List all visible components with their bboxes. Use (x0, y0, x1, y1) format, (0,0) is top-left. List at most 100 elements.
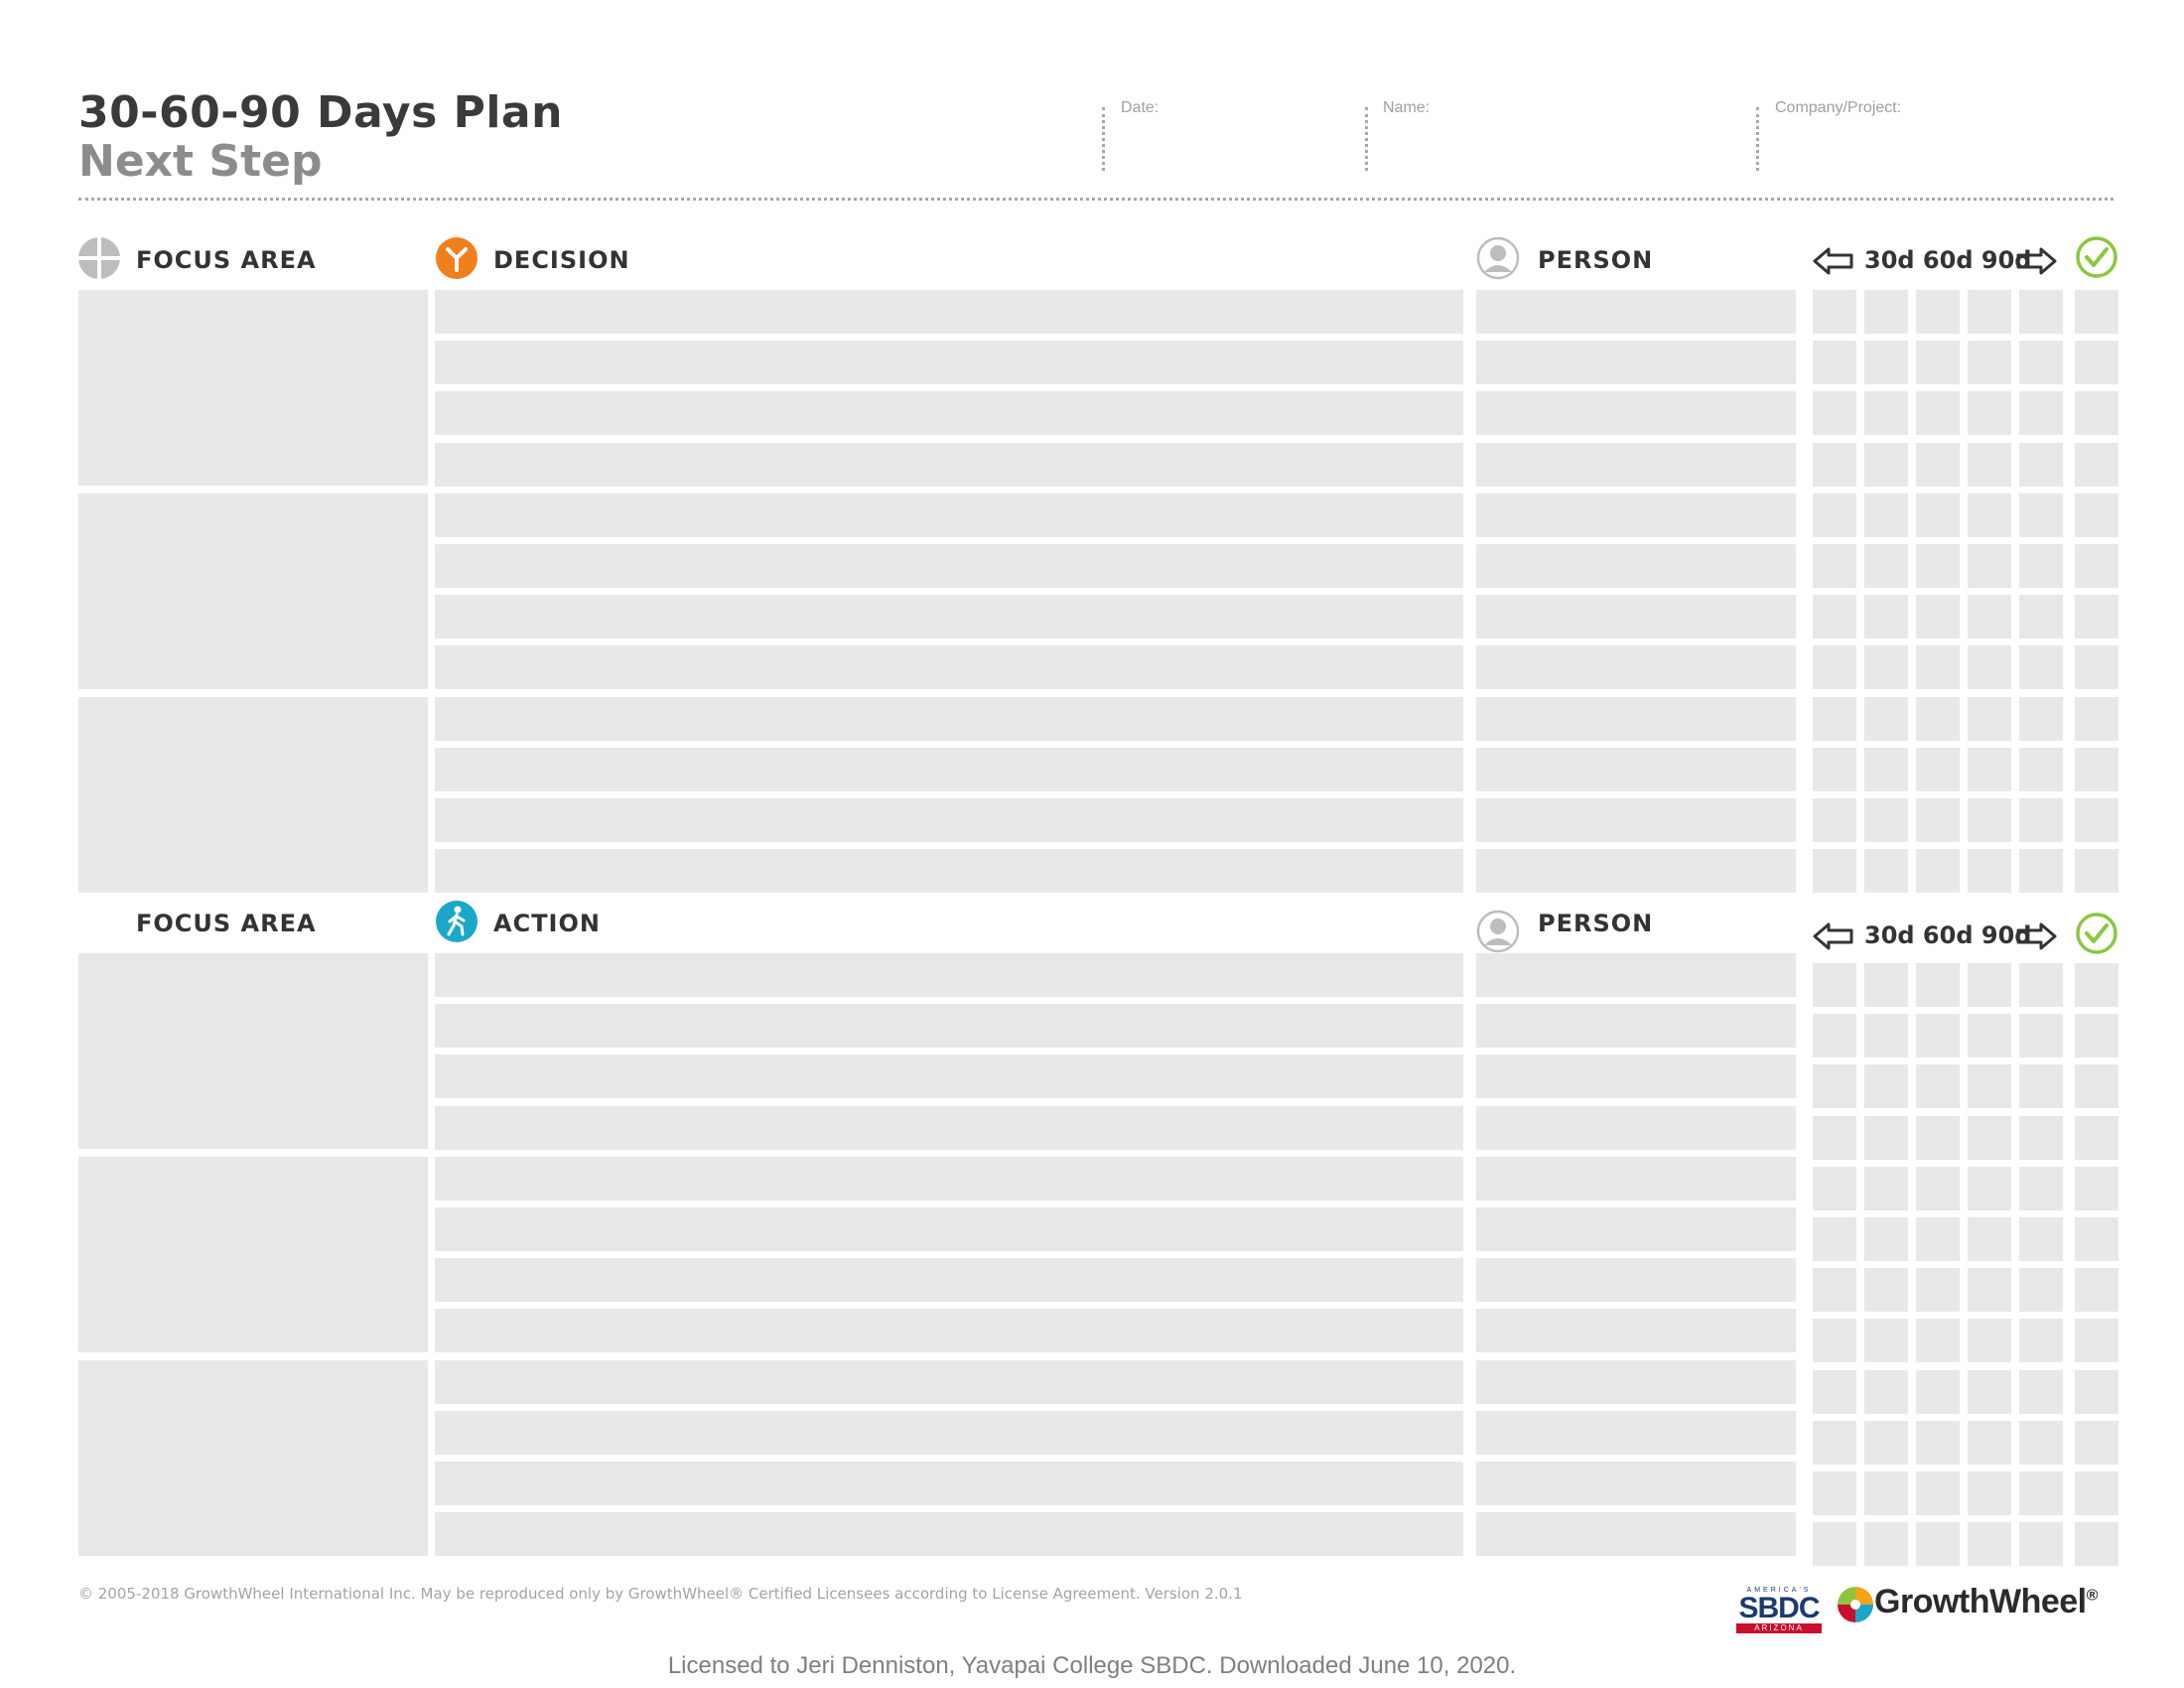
decision-row-field[interactable] (435, 798, 1463, 842)
timeline-checkbox[interactable] (1813, 645, 1856, 689)
timeline-checkbox[interactable] (1813, 798, 1856, 842)
timeline-checkbox[interactable] (1864, 1421, 1908, 1465)
done-checkbox[interactable] (2075, 1167, 2118, 1210)
done-checkbox[interactable] (2075, 1116, 2118, 1160)
person-row-field[interactable] (1476, 1360, 1796, 1404)
timeline-checkbox[interactable] (1916, 1217, 1960, 1261)
action-row-field[interactable] (435, 1004, 1463, 1048)
timeline-checkbox[interactable] (1968, 443, 2011, 487)
timeline-checkbox[interactable] (1968, 1116, 2011, 1160)
person-row-field[interactable] (1476, 1055, 1796, 1098)
person-row-field[interactable] (1476, 341, 1796, 384)
timeline-checkbox[interactable] (1968, 1064, 2011, 1108)
timeline-checkbox[interactable] (1813, 1167, 1856, 1210)
timeline-checkbox[interactable] (1813, 1522, 1856, 1566)
timeline-checkbox[interactable] (1864, 341, 1908, 384)
timeline-checkbox[interactable] (1864, 1319, 1908, 1362)
done-checkbox[interactable] (2075, 391, 2118, 435)
person-row-field[interactable] (1476, 798, 1796, 842)
timeline-checkbox[interactable] (1864, 1268, 1908, 1312)
timeline-checkbox[interactable] (1968, 849, 2011, 893)
person-row-field[interactable] (1476, 1207, 1796, 1251)
action-row-field[interactable] (435, 953, 1463, 997)
timeline-checkbox[interactable] (1864, 493, 1908, 537)
person-row-field[interactable] (1476, 1106, 1796, 1150)
done-checkbox[interactable] (2075, 443, 2118, 487)
timeline-checkbox[interactable] (1864, 798, 1908, 842)
timeline-checkbox[interactable] (1968, 1217, 2011, 1261)
timeline-checkbox[interactable] (1916, 963, 1960, 1007)
timeline-checkbox[interactable] (1916, 1421, 1960, 1465)
done-checkbox[interactable] (2075, 1217, 2118, 1261)
done-checkbox[interactable] (2075, 1370, 2118, 1414)
person-row-field[interactable] (1476, 290, 1796, 334)
decision-row-field[interactable] (435, 849, 1463, 893)
focus-area-cell[interactable] (78, 1359, 428, 1556)
timeline-checkbox[interactable] (2019, 443, 2063, 487)
timeline-checkbox[interactable] (2019, 1217, 2063, 1261)
timeline-checkbox[interactable] (2019, 1167, 2063, 1210)
person-row-field[interactable] (1476, 748, 1796, 791)
timeline-checkbox[interactable] (1864, 595, 1908, 638)
timeline-checkbox[interactable] (2019, 1370, 2063, 1414)
timeline-checkbox[interactable] (1813, 1217, 1856, 1261)
action-row-field[interactable] (435, 1258, 1463, 1302)
person-row-field[interactable] (1476, 1258, 1796, 1302)
person-row-field[interactable] (1476, 849, 1796, 893)
timeline-checkbox[interactable] (2019, 645, 2063, 689)
done-checkbox[interactable] (2075, 493, 2118, 537)
timeline-checkbox[interactable] (1813, 544, 1856, 588)
timeline-checkbox[interactable] (1968, 391, 2011, 435)
person-row-field[interactable] (1476, 1512, 1796, 1556)
decision-row-field[interactable] (435, 645, 1463, 689)
timeline-checkbox[interactable] (1968, 1370, 2011, 1414)
decision-row-field[interactable] (435, 697, 1463, 741)
action-row-field[interactable] (435, 1360, 1463, 1404)
decision-row-field[interactable] (435, 391, 1463, 435)
focus-area-cell[interactable] (78, 1156, 428, 1352)
timeline-checkbox[interactable] (2019, 697, 2063, 741)
timeline-checkbox[interactable] (1813, 697, 1856, 741)
timeline-checkbox[interactable] (1916, 849, 1960, 893)
timeline-checkbox[interactable] (2019, 798, 2063, 842)
timeline-checkbox[interactable] (1813, 493, 1856, 537)
focus-area-cell[interactable] (78, 492, 428, 689)
timeline-checkbox[interactable] (1864, 1014, 1908, 1057)
done-checkbox[interactable] (2075, 748, 2118, 791)
timeline-checkbox[interactable] (1916, 391, 1960, 435)
timeline-checkbox[interactable] (1968, 544, 2011, 588)
timeline-checkbox[interactable] (1968, 341, 2011, 384)
timeline-checkbox[interactable] (1916, 645, 1960, 689)
person-row-field[interactable] (1476, 1462, 1796, 1505)
action-row-field[interactable] (435, 1207, 1463, 1251)
done-checkbox[interactable] (2075, 645, 2118, 689)
timeline-checkbox[interactable] (2019, 1319, 2063, 1362)
timeline-checkbox[interactable] (1916, 1014, 1960, 1057)
timeline-checkbox[interactable] (1916, 1370, 1960, 1414)
timeline-checkbox[interactable] (1813, 748, 1856, 791)
person-row-field[interactable] (1476, 1004, 1796, 1048)
timeline-checkbox[interactable] (2019, 544, 2063, 588)
done-checkbox[interactable] (2075, 1014, 2118, 1057)
timeline-checkbox[interactable] (2019, 748, 2063, 791)
timeline-checkbox[interactable] (1813, 595, 1856, 638)
person-row-field[interactable] (1476, 1411, 1796, 1455)
done-checkbox[interactable] (2075, 1268, 2118, 1312)
timeline-checkbox[interactable] (1916, 1268, 1960, 1312)
timeline-checkbox[interactable] (1916, 493, 1960, 537)
done-checkbox[interactable] (2075, 341, 2118, 384)
done-checkbox[interactable] (2075, 1319, 2118, 1362)
timeline-checkbox[interactable] (2019, 849, 2063, 893)
timeline-checkbox[interactable] (1916, 1116, 1960, 1160)
timeline-checkbox[interactable] (1968, 1014, 2011, 1057)
timeline-checkbox[interactable] (1813, 849, 1856, 893)
timeline-checkbox[interactable] (2019, 1421, 2063, 1465)
timeline-checkbox[interactable] (1968, 1522, 2011, 1566)
timeline-checkbox[interactable] (1968, 1319, 2011, 1362)
timeline-checkbox[interactable] (1813, 1116, 1856, 1160)
done-checkbox[interactable] (2075, 697, 2118, 741)
timeline-checkbox[interactable] (1864, 391, 1908, 435)
timeline-checkbox[interactable] (1864, 1472, 1908, 1515)
action-row-field[interactable] (435, 1055, 1463, 1098)
person-row-field[interactable] (1476, 645, 1796, 689)
